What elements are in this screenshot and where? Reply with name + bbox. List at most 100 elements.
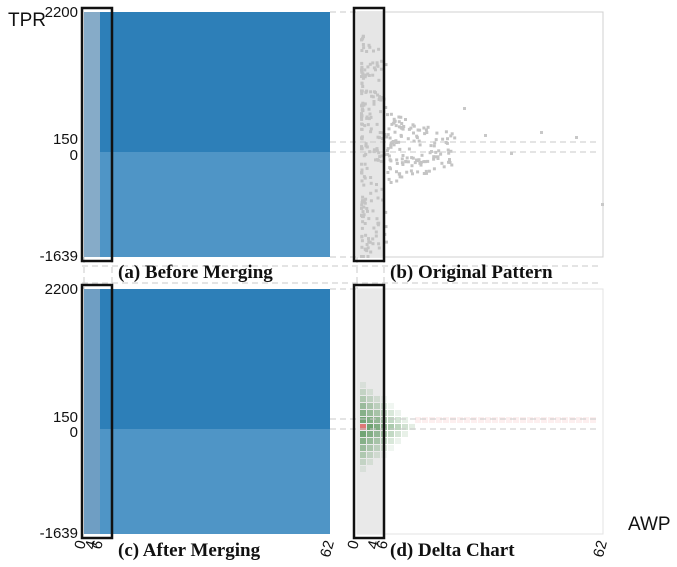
scatter-point <box>362 205 366 209</box>
panel-original-pattern <box>357 12 604 258</box>
scatter-point <box>429 144 433 148</box>
scatter-point <box>380 59 384 63</box>
scatter-point <box>386 152 390 156</box>
scatter-point <box>401 127 405 131</box>
scatter-point <box>400 157 404 161</box>
scatter-point <box>432 144 436 148</box>
scatter-point <box>361 199 365 203</box>
scatter-point <box>423 132 427 136</box>
caption-c: (c) After Merging <box>118 540 261 561</box>
delta-cell <box>367 403 373 409</box>
scatter-point <box>424 169 428 173</box>
delta-cell <box>415 417 421 423</box>
delta-cell <box>360 424 366 430</box>
scatter-point <box>540 131 543 134</box>
scatter-point <box>375 63 379 67</box>
scatter-point <box>402 125 406 128</box>
scatter-point <box>377 221 381 225</box>
delta-cell <box>590 417 596 423</box>
scatter-point <box>372 148 376 152</box>
delta-cell <box>374 396 380 402</box>
scatter-point <box>360 214 364 218</box>
scatter-point <box>446 137 449 141</box>
scatter-point <box>364 233 368 237</box>
scatter-point <box>372 49 375 53</box>
scatter-point <box>432 157 436 161</box>
scatter-point <box>389 143 393 147</box>
scatter-point <box>371 209 375 213</box>
scatter-point <box>399 115 403 119</box>
scatter-point <box>374 68 377 72</box>
scatter-point <box>390 122 394 126</box>
scatter-point <box>365 115 369 119</box>
scatter-point <box>422 126 426 130</box>
delta-cell <box>450 417 456 423</box>
x-tick-label: 0 <box>344 539 363 551</box>
delta-cell <box>367 431 373 437</box>
scatter-point <box>442 165 446 169</box>
scatter-point <box>400 122 404 125</box>
scatter-point <box>377 151 381 155</box>
scatter-point <box>417 158 421 162</box>
delta-cell <box>395 438 401 444</box>
scatter-point <box>398 175 402 179</box>
scatter-point <box>360 239 364 243</box>
scatter-point <box>395 170 398 174</box>
scatter-point <box>360 203 364 207</box>
y-tick-top-neg1639: -1639 <box>40 248 78 265</box>
scatter-point <box>407 127 411 131</box>
caption-a: (a) Before Merging <box>118 262 273 283</box>
scatter-point <box>432 167 436 171</box>
scatter-point <box>397 125 401 129</box>
scatter-point <box>364 90 368 94</box>
scatter-point <box>389 112 393 116</box>
scatter-point <box>388 158 392 162</box>
delta-cell <box>527 417 533 423</box>
scatter-point <box>384 225 388 229</box>
scatter-point <box>360 70 364 74</box>
scatter-point <box>389 181 393 184</box>
scatter-point <box>360 112 363 116</box>
scatter-point <box>448 161 452 164</box>
scatter-point <box>386 133 390 137</box>
scatter-point <box>360 61 364 65</box>
scatter-point <box>369 181 373 185</box>
scatter-point <box>392 117 396 121</box>
scatter-point <box>360 162 363 166</box>
scatter-point <box>360 66 364 70</box>
scatter-point <box>413 161 417 165</box>
scatter-point <box>361 85 365 88</box>
scatter-point <box>360 117 364 121</box>
scatter-point <box>444 130 448 134</box>
scatter-point <box>360 38 363 42</box>
scatter-point <box>374 230 378 234</box>
delta-cell <box>360 438 366 444</box>
scatter-point <box>394 124 398 128</box>
scatter-point <box>360 49 364 52</box>
scatter-point <box>361 35 365 39</box>
scatter-point <box>369 191 373 195</box>
delta-cell <box>388 424 394 430</box>
delta-cell <box>367 445 373 451</box>
scatter-point <box>384 63 388 67</box>
y-tick-top-150: 150 <box>53 131 78 148</box>
scatter-point <box>369 250 373 254</box>
delta-cell <box>534 417 540 423</box>
scatter-point <box>360 179 364 183</box>
delta-cell <box>360 389 366 395</box>
scatter-point <box>363 124 367 128</box>
scatter-point <box>379 110 383 114</box>
delta-cell <box>367 410 373 416</box>
scatter-point <box>372 66 376 70</box>
scatter-point <box>360 146 364 150</box>
scatter-point <box>377 242 381 246</box>
scatter-point <box>361 122 364 126</box>
delta-cell <box>555 417 561 423</box>
delta-cell <box>457 417 463 423</box>
heat-cell <box>84 12 100 152</box>
scatter-point <box>363 68 367 72</box>
panel-b-frame <box>356 11 604 258</box>
scatter-point <box>385 135 389 139</box>
scatter-point <box>368 112 372 116</box>
delta-cell <box>374 417 380 423</box>
